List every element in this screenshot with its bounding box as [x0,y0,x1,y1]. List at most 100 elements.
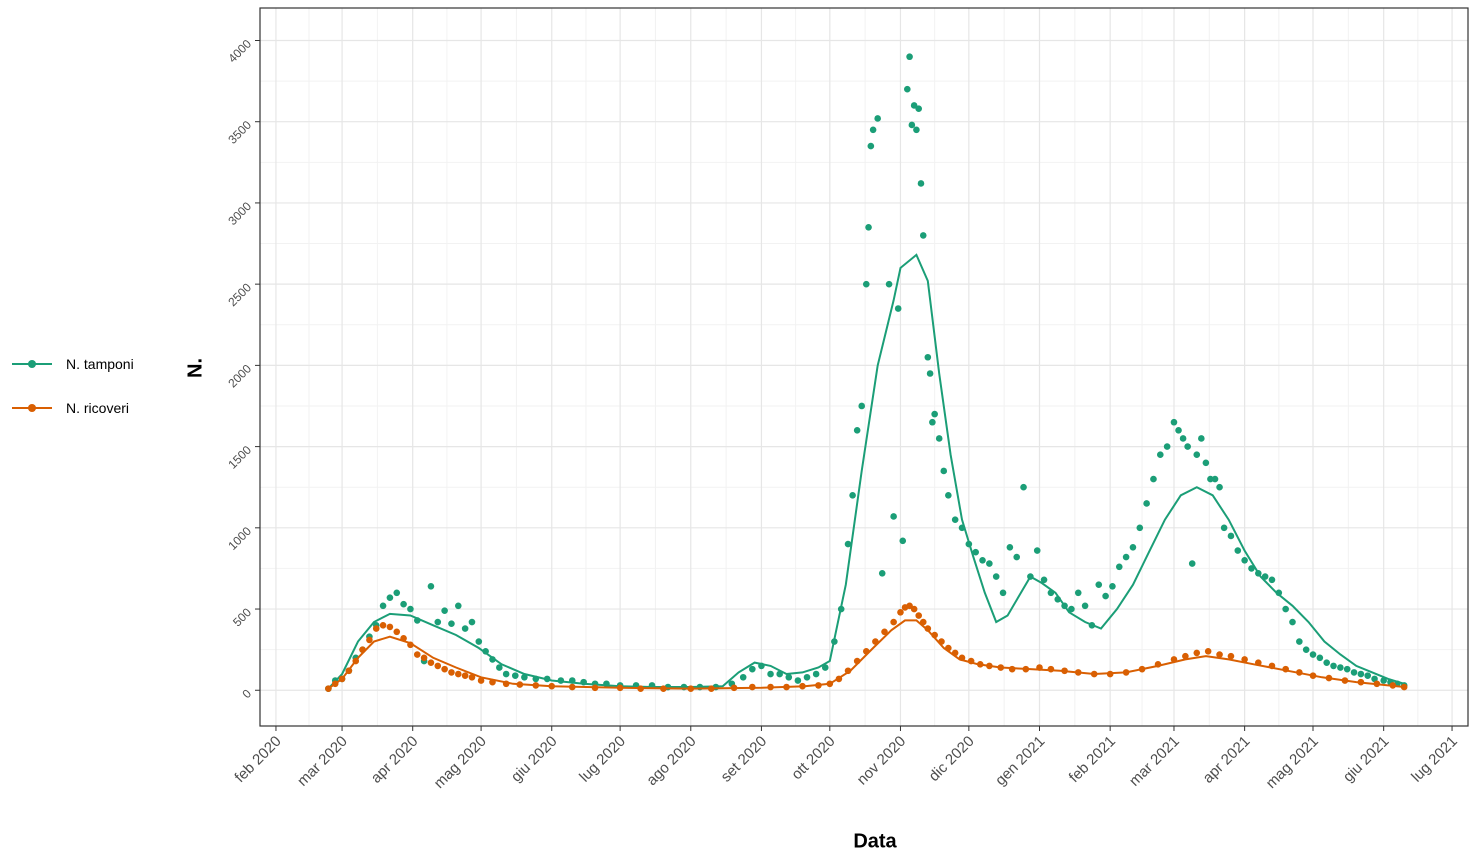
point-ricoveri [420,654,428,662]
point-tamponi [1220,524,1228,532]
point-tamponi [1207,475,1214,483]
point-tamponi [1268,576,1276,584]
point-tamponi [812,670,820,678]
point-ricoveri [924,625,932,632]
x-tick-label: nov 2020 [854,733,910,789]
point-tamponi [1380,677,1387,684]
point-tamponi [904,85,911,93]
point-tamponi [940,467,948,475]
point-tamponi [1184,443,1191,450]
point-tamponi [1364,672,1372,679]
x-tick-label: dic 2020 [926,733,978,785]
point-ricoveri [427,659,435,666]
point-tamponi [986,560,993,567]
y-tick-label: 3000 [225,199,254,228]
y-tick-label: 3500 [225,118,254,147]
y-tick-label: 4000 [225,36,254,65]
point-tamponi [874,115,881,122]
point-ricoveri [468,673,476,681]
point-tamponi [929,418,936,426]
point-tamponi [434,618,442,626]
point-tamponi [1081,602,1089,610]
point-tamponi [915,105,923,113]
point-tamponi [441,607,448,614]
point-tamponi [1170,418,1178,426]
point-tamponi [1129,544,1137,551]
point-ricoveri [906,602,913,610]
point-tamponi [1316,654,1324,662]
point-tamponi [1095,581,1103,588]
point-tamponi [945,492,952,499]
point-ricoveri [1182,652,1189,660]
point-tamponi [951,516,959,523]
point-tamponi [475,638,483,645]
legend-key-tamponi-icon [10,352,54,376]
x-tick-label: feb 2021 [1066,733,1119,786]
point-tamponi [867,142,875,150]
point-tamponi [1033,547,1041,554]
trend-line-tamponi [327,253,1405,690]
point-tamponi [924,353,932,361]
point-tamponi [785,673,793,681]
point-tamponi [1122,553,1130,561]
point-tamponi [1020,483,1027,491]
point-tamponi [862,280,870,288]
point-ricoveri [366,636,373,644]
point-ricoveri [434,662,442,670]
x-tick-label: mag 2020 [431,733,490,792]
point-tamponi [1175,427,1182,434]
point-tamponi [1302,646,1310,653]
point-tamponi [1202,459,1210,467]
x-tick-label: mag 2021 [1263,733,1322,792]
legend: N. tamponi N. ricoveri [10,352,170,440]
trend-line-ricoveri [327,619,1405,690]
point-tamponi [972,548,979,556]
point-ricoveri [441,665,448,673]
point-tamponi [454,602,462,610]
y-tick-label: 1500 [225,443,254,472]
point-tamponi [1350,669,1358,676]
y-tick-label: 2500 [225,280,254,309]
point-tamponi [979,557,986,564]
point-ricoveri [461,672,469,679]
point-ricoveri [1241,656,1248,663]
x-tick-label: ott 2020 [788,733,838,783]
point-ricoveri [915,612,923,619]
point-tamponi [1357,670,1365,678]
legend-label-tamponi: N. tamponi [66,356,134,372]
point-tamponi [1074,589,1082,597]
legend-item-ricoveri: N. ricoveri [10,396,170,420]
point-tamponi [379,602,387,610]
point-tamponi [1337,664,1344,671]
point-tamponi [1188,560,1196,567]
point-tamponi [1006,544,1014,551]
point-tamponi [496,664,503,671]
point-tamponi [865,223,872,231]
point-ricoveri [379,621,387,629]
y-tick-label: 0 [239,686,254,701]
legend-label-ricoveri: N. ricoveri [66,400,130,416]
point-ricoveri [1193,649,1201,657]
point-tamponi [502,670,510,678]
point-tamponi [1143,500,1150,507]
point-tamponi [1163,443,1171,450]
point-ricoveri [1204,647,1212,655]
point-tamponi [448,620,455,627]
point-tamponi [999,589,1007,597]
point-tamponi [908,121,916,129]
point-tamponi [461,625,469,632]
point-tamponi [992,573,1000,580]
point-tamponi [468,618,476,626]
point-tamponi [1227,532,1235,540]
point-ricoveri [448,669,455,676]
point-tamponi [407,605,414,613]
point-tamponi [1157,451,1164,459]
y-tick-label: 1000 [225,524,254,553]
point-tamponi [1248,565,1255,572]
point-tamponi [844,540,852,548]
point-tamponi [1296,638,1303,645]
point-tamponi [853,427,861,434]
point-tamponi [386,594,394,601]
legend-key-ricoveri-icon [10,396,54,420]
point-tamponi [1115,563,1123,571]
